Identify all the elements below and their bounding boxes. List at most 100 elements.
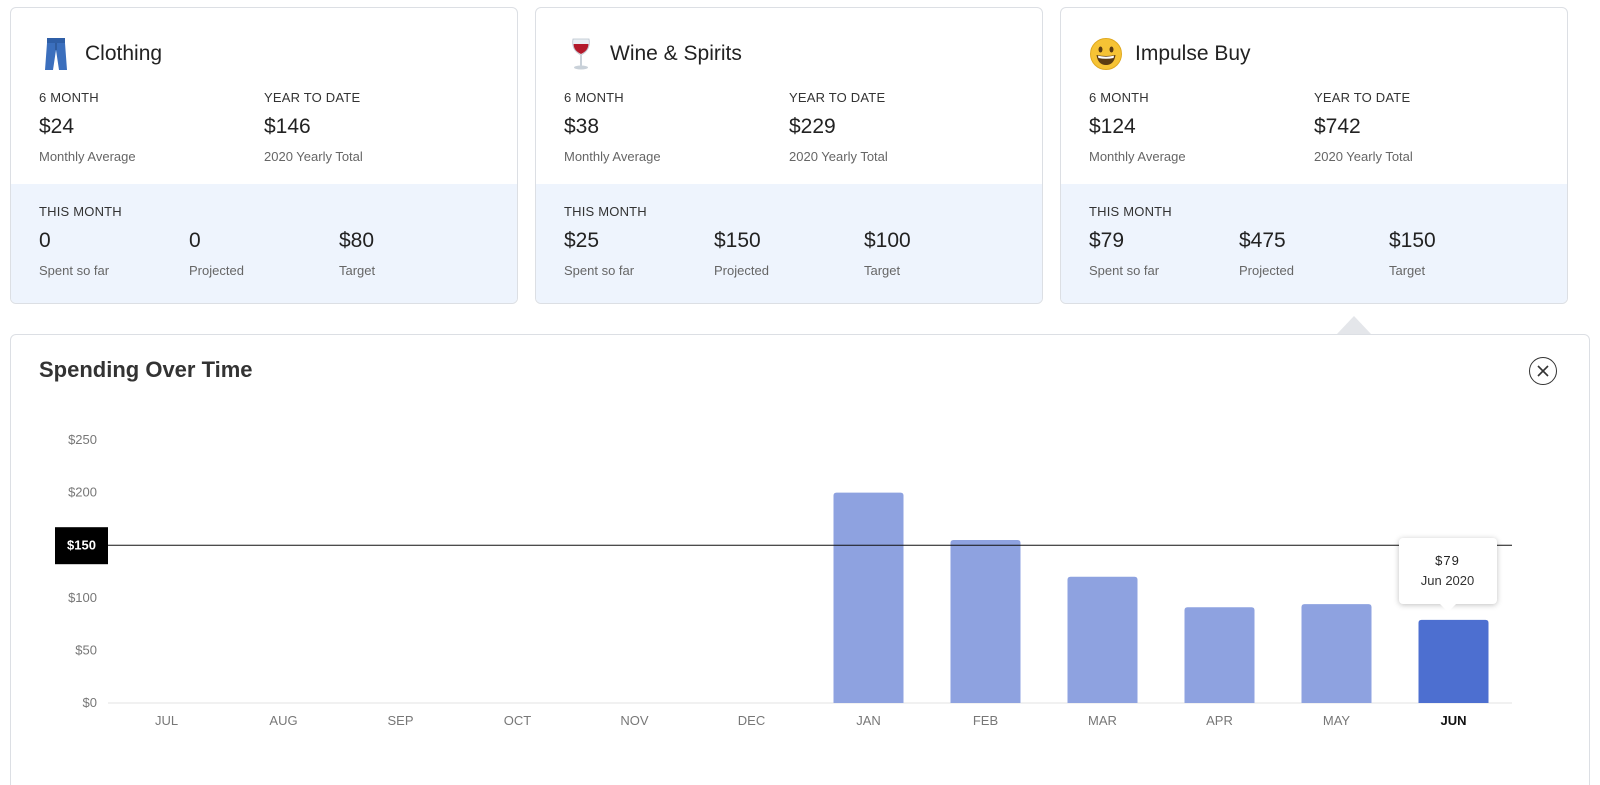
panel-title: Spending Over Time bbox=[39, 357, 253, 382]
spending-over-time-panel: Spending Over Time bbox=[10, 334, 1590, 785]
category-name: Impulse Buy bbox=[1135, 42, 1251, 65]
target-value: $100 bbox=[864, 229, 911, 252]
x-tick-nov: NOV bbox=[620, 713, 649, 728]
target-label: Target bbox=[339, 263, 376, 278]
y-tick-label: $250 bbox=[68, 432, 97, 447]
this-month-section: THIS MONTH 0 Spent so far 0 Projected $80 Targ… bbox=[11, 184, 517, 303]
this-month-section: THIS MONTH $25 Spent so far $150 Projected $1… bbox=[536, 184, 1042, 303]
six-month-stat: 6 MONTH $24 Monthly Average bbox=[39, 90, 264, 164]
projected-label: Projected bbox=[189, 263, 244, 278]
spent-label: Spent so far bbox=[564, 263, 635, 278]
six-month-value: $124 bbox=[1089, 115, 1136, 138]
six-month-label: 6 MONTH bbox=[1089, 90, 1149, 105]
projected-value: $150 bbox=[714, 229, 761, 252]
bar-feb[interactable] bbox=[950, 539, 1021, 703]
y-tick-label: $100 bbox=[68, 590, 97, 605]
spent-label: Spent so far bbox=[39, 263, 110, 278]
x-tick-jul: JUL bbox=[155, 713, 178, 728]
bar-may[interactable] bbox=[1301, 604, 1372, 703]
ytd-stat: YEAR TO DATE $229 2020 Yearly Total bbox=[789, 90, 1014, 164]
category-card-clothing[interactable]: Clothing 6 MONTH $24 Monthly Average YEAR TO… bbox=[10, 7, 518, 304]
six-month-stat: 6 MONTH $38 Monthly Average bbox=[564, 90, 789, 164]
ytd-label: YEAR TO DATE bbox=[1314, 90, 1411, 105]
projected-value: $475 bbox=[1239, 229, 1286, 252]
x-tick-jan: JAN bbox=[856, 713, 881, 728]
y-tick-label: $50 bbox=[75, 642, 97, 657]
six-month-label: 6 MONTH bbox=[564, 90, 624, 105]
ytd-sub: 2020 Yearly Total bbox=[1314, 149, 1413, 164]
projected-value: 0 bbox=[189, 229, 201, 252]
spent-value: $79 bbox=[1089, 229, 1125, 252]
this-month-section: THIS MONTH $79 Spent so far $475 Projected $1… bbox=[1061, 184, 1567, 303]
target-label: Target bbox=[864, 263, 901, 278]
six-month-value: $38 bbox=[564, 115, 600, 138]
spent-so-far: $25 Spent so far bbox=[564, 229, 714, 278]
x-tick-mar: MAR bbox=[1088, 713, 1117, 728]
category-card-wine-spirits[interactable]: Wine & Spirits 6 MONTH $38 Monthly Average Y… bbox=[535, 7, 1043, 304]
tooltip-amount: $79 bbox=[1435, 552, 1460, 568]
spent-so-far: 0 Spent so far bbox=[39, 229, 189, 278]
x-tick-jun: JUN bbox=[1440, 713, 1466, 728]
spent-label: Spent so far bbox=[1089, 263, 1160, 278]
ytd-label: YEAR TO DATE bbox=[789, 90, 886, 105]
ytd-value: $742 bbox=[1314, 115, 1361, 138]
six-month-stat: 6 MONTH $124 Monthly Average bbox=[1089, 90, 1314, 164]
active-card-pointer bbox=[1337, 316, 1371, 334]
ytd-label: YEAR TO DATE bbox=[264, 90, 361, 105]
tooltip-period: Jun 2020 bbox=[1420, 572, 1475, 588]
spent-so-far: $79 Spent so far bbox=[1089, 229, 1239, 278]
x-tick-may: MAY bbox=[1323, 713, 1351, 728]
target: $80 Target bbox=[339, 229, 489, 278]
close-icon bbox=[1537, 365, 1549, 377]
x-tick-dec: DEC bbox=[738, 713, 765, 728]
y-tick-label: $200 bbox=[68, 485, 97, 500]
jeans-icon bbox=[39, 37, 73, 71]
grinning-face-icon bbox=[1089, 37, 1123, 71]
target-line-label: $150 bbox=[67, 538, 96, 553]
ytd-value: $146 bbox=[264, 115, 311, 138]
projected-label: Projected bbox=[714, 263, 769, 278]
six-month-value: $24 bbox=[39, 115, 75, 138]
target: $150 Target bbox=[1389, 229, 1539, 278]
projected: 0 Projected bbox=[189, 229, 339, 278]
projected: $475 Projected bbox=[1239, 229, 1389, 278]
projected: $150 Projected bbox=[714, 229, 864, 278]
six-month-sub: Monthly Average bbox=[39, 149, 136, 164]
six-month-sub: Monthly Average bbox=[1089, 149, 1186, 164]
bar-jun[interactable] bbox=[1418, 619, 1489, 703]
six-month-label: 6 MONTH bbox=[39, 90, 99, 105]
projected-label: Projected bbox=[1239, 263, 1294, 278]
target-label-box bbox=[55, 527, 108, 565]
bar-mar[interactable] bbox=[1067, 576, 1138, 703]
target-value: $150 bbox=[1389, 229, 1436, 252]
this-month-label: THIS MONTH bbox=[564, 204, 647, 219]
x-tick-apr: APR bbox=[1206, 713, 1233, 728]
target-label: Target bbox=[1389, 263, 1426, 278]
x-tick-aug: AUG bbox=[269, 713, 297, 728]
close-button[interactable] bbox=[1529, 357, 1557, 385]
ytd-sub: 2020 Yearly Total bbox=[789, 149, 888, 164]
target: $100 Target bbox=[864, 229, 1014, 278]
this-month-label: THIS MONTH bbox=[39, 204, 122, 219]
category-name: Wine & Spirits bbox=[610, 42, 742, 65]
this-month-label: THIS MONTH bbox=[1089, 204, 1172, 219]
ytd-stat: YEAR TO DATE $146 2020 Yearly Total bbox=[264, 90, 489, 164]
category-name: Clothing bbox=[85, 42, 163, 65]
y-tick-label: $0 bbox=[83, 695, 97, 710]
six-month-sub: Monthly Average bbox=[564, 149, 661, 164]
x-tick-oct: OCT bbox=[504, 713, 532, 728]
x-tick-sep: SEP bbox=[387, 713, 413, 728]
category-card-impulse-buy[interactable]: Impulse Buy 6 MONTH $124 Monthly Average YEA… bbox=[1060, 7, 1568, 304]
ytd-stat: YEAR TO DATE $742 2020 Yearly Total bbox=[1314, 90, 1539, 164]
bar-apr[interactable] bbox=[1184, 607, 1255, 703]
bar-tooltip: $79 Jun 2020 bbox=[1398, 537, 1497, 612]
x-tick-feb: FEB bbox=[973, 713, 998, 728]
spent-value: $25 bbox=[564, 229, 600, 252]
ytd-value: $229 bbox=[789, 115, 836, 138]
spent-value: 0 bbox=[39, 229, 51, 252]
target-value: $80 bbox=[339, 229, 375, 252]
ytd-sub: 2020 Yearly Total bbox=[264, 149, 363, 164]
wine-glass-icon bbox=[564, 37, 598, 71]
bar-jan[interactable] bbox=[833, 492, 904, 703]
